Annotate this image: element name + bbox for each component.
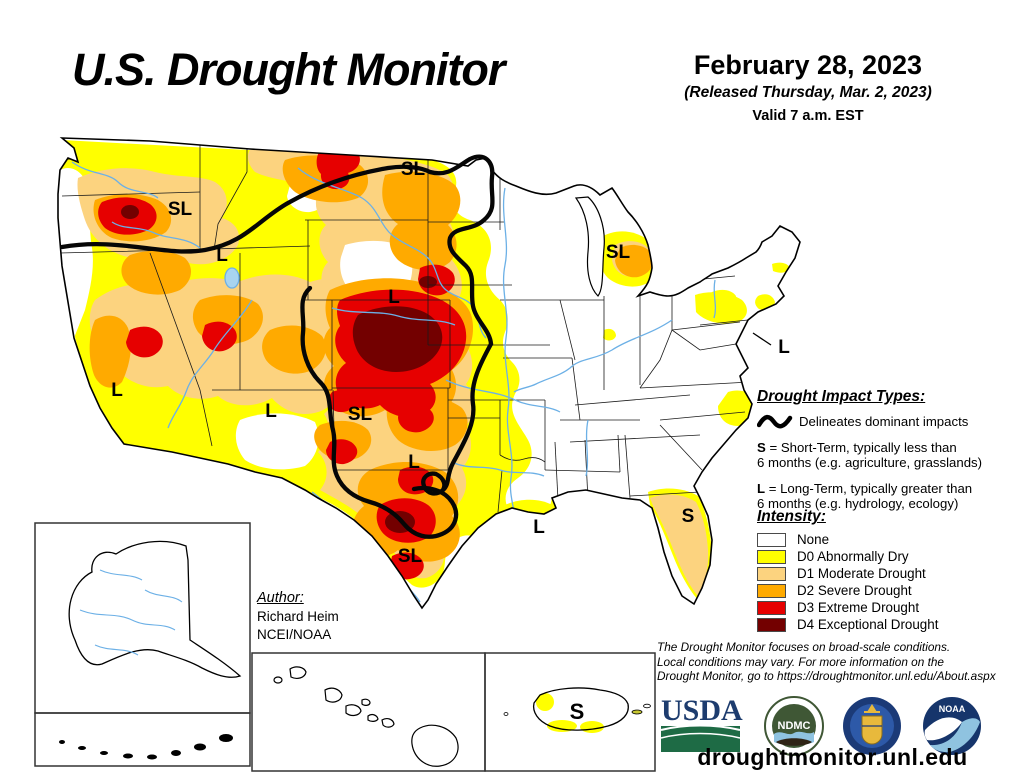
impact-label: L [111,380,123,401]
legend-row-d1: D1 Moderate Drought [757,565,1019,582]
author-name: Richard Heim [257,609,339,624]
impact-label: L [533,517,545,538]
date-block: February 28, 2023 (Released Thursday, Ma… [648,50,968,124]
ndmc-wordmark: NDMC [778,720,811,732]
impact-label: L [408,452,420,473]
impact-types-legend: Drought Impact Types: Delineates dominan… [757,388,1019,511]
impact-label: L [778,337,790,358]
legend-row-d0: D0 Abnormally Dry [757,548,1019,565]
swatch-d3 [757,600,786,615]
impact-label-puerto-rico: S [570,699,585,724]
swatch-d2 [757,583,786,598]
lake-michigan [574,196,605,297]
inset-boxes [34,522,656,772]
impact-label: SL [348,404,373,425]
drought-shading-layer [58,140,790,603]
impact-label: L [216,245,228,266]
impact-label: SL [398,546,423,567]
delineates-text: Delineates dominant impacts [799,413,969,429]
impact-label: S [682,506,695,527]
author-heading: Author: [257,590,304,606]
disclaimer-text: The Drought Monitor focuses on broad-sca… [657,640,996,684]
swatch-d1 [757,566,786,581]
swatch-d0 [757,549,786,564]
intensity-legend: Intensity: None D0 Abnormally Dry D1 Mod… [757,508,1019,633]
author-org: NCEI/NOAA [257,627,332,642]
page-title: U.S. Drought Monitor [72,44,505,95]
usda-logo: USDA [660,694,743,752]
puerto-rico-inset [503,687,651,733]
label-leader-line [752,332,772,346]
short-term-definition: S = Short-Term, typically less than 6 mo… [757,440,983,470]
legend-row-d3: D3 Extreme Drought [757,599,1019,616]
impact-label: L [265,401,277,422]
commerce-seal-logo [843,697,901,755]
swatch-d4 [757,617,786,632]
conus-outline [57,137,801,610]
impact-label: SL [606,242,631,263]
hawaii-inset [273,666,459,767]
intensity-heading: Intensity: [757,508,826,525]
author-block: Author: Richard Heim NCEI/NOAA [257,590,339,642]
usda-wordmark: USDA [661,694,743,727]
impact-label: SL [168,199,193,220]
impact-delineation-lines [59,154,495,539]
impact-label: SL [401,159,426,180]
ndmc-logo: NDMC [764,696,824,756]
aleutian-islands [59,734,233,760]
noaa-wordmark: NOAA [939,704,966,714]
swatch-none [757,532,786,547]
footer-url: droughtmonitor.unl.edu [697,744,968,770]
impact-label: L [388,287,400,308]
alaska-inset [59,540,242,760]
map-date: February 28, 2023 [693,50,923,80]
delineation-squiggle-icon [757,414,793,429]
long-term-definition: L = Long-Term, typically greater than 6 … [757,481,973,511]
valid-time: Valid 7 a.m. EST [752,108,864,124]
legend-row-d4: D4 Exceptional Drought [757,616,1019,633]
release-date: (Released Thursday, Mar. 2, 2023) [684,84,932,101]
impact-labels: SL L SL L SL L L SL L SL L S L S [111,159,790,724]
impact-types-heading: Drought Impact Types: [757,388,926,405]
legend-row-none: None [757,531,1019,548]
legend-row-d2: D2 Severe Drought [757,582,1019,599]
noaa-logo: NOAA [923,697,981,755]
